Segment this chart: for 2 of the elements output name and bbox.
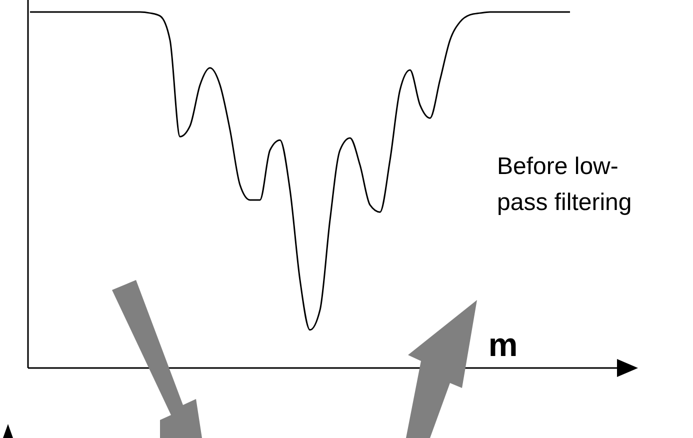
annotation: Before low-pass filtering: [497, 153, 632, 216]
x-axis-title: m: [488, 326, 518, 363]
